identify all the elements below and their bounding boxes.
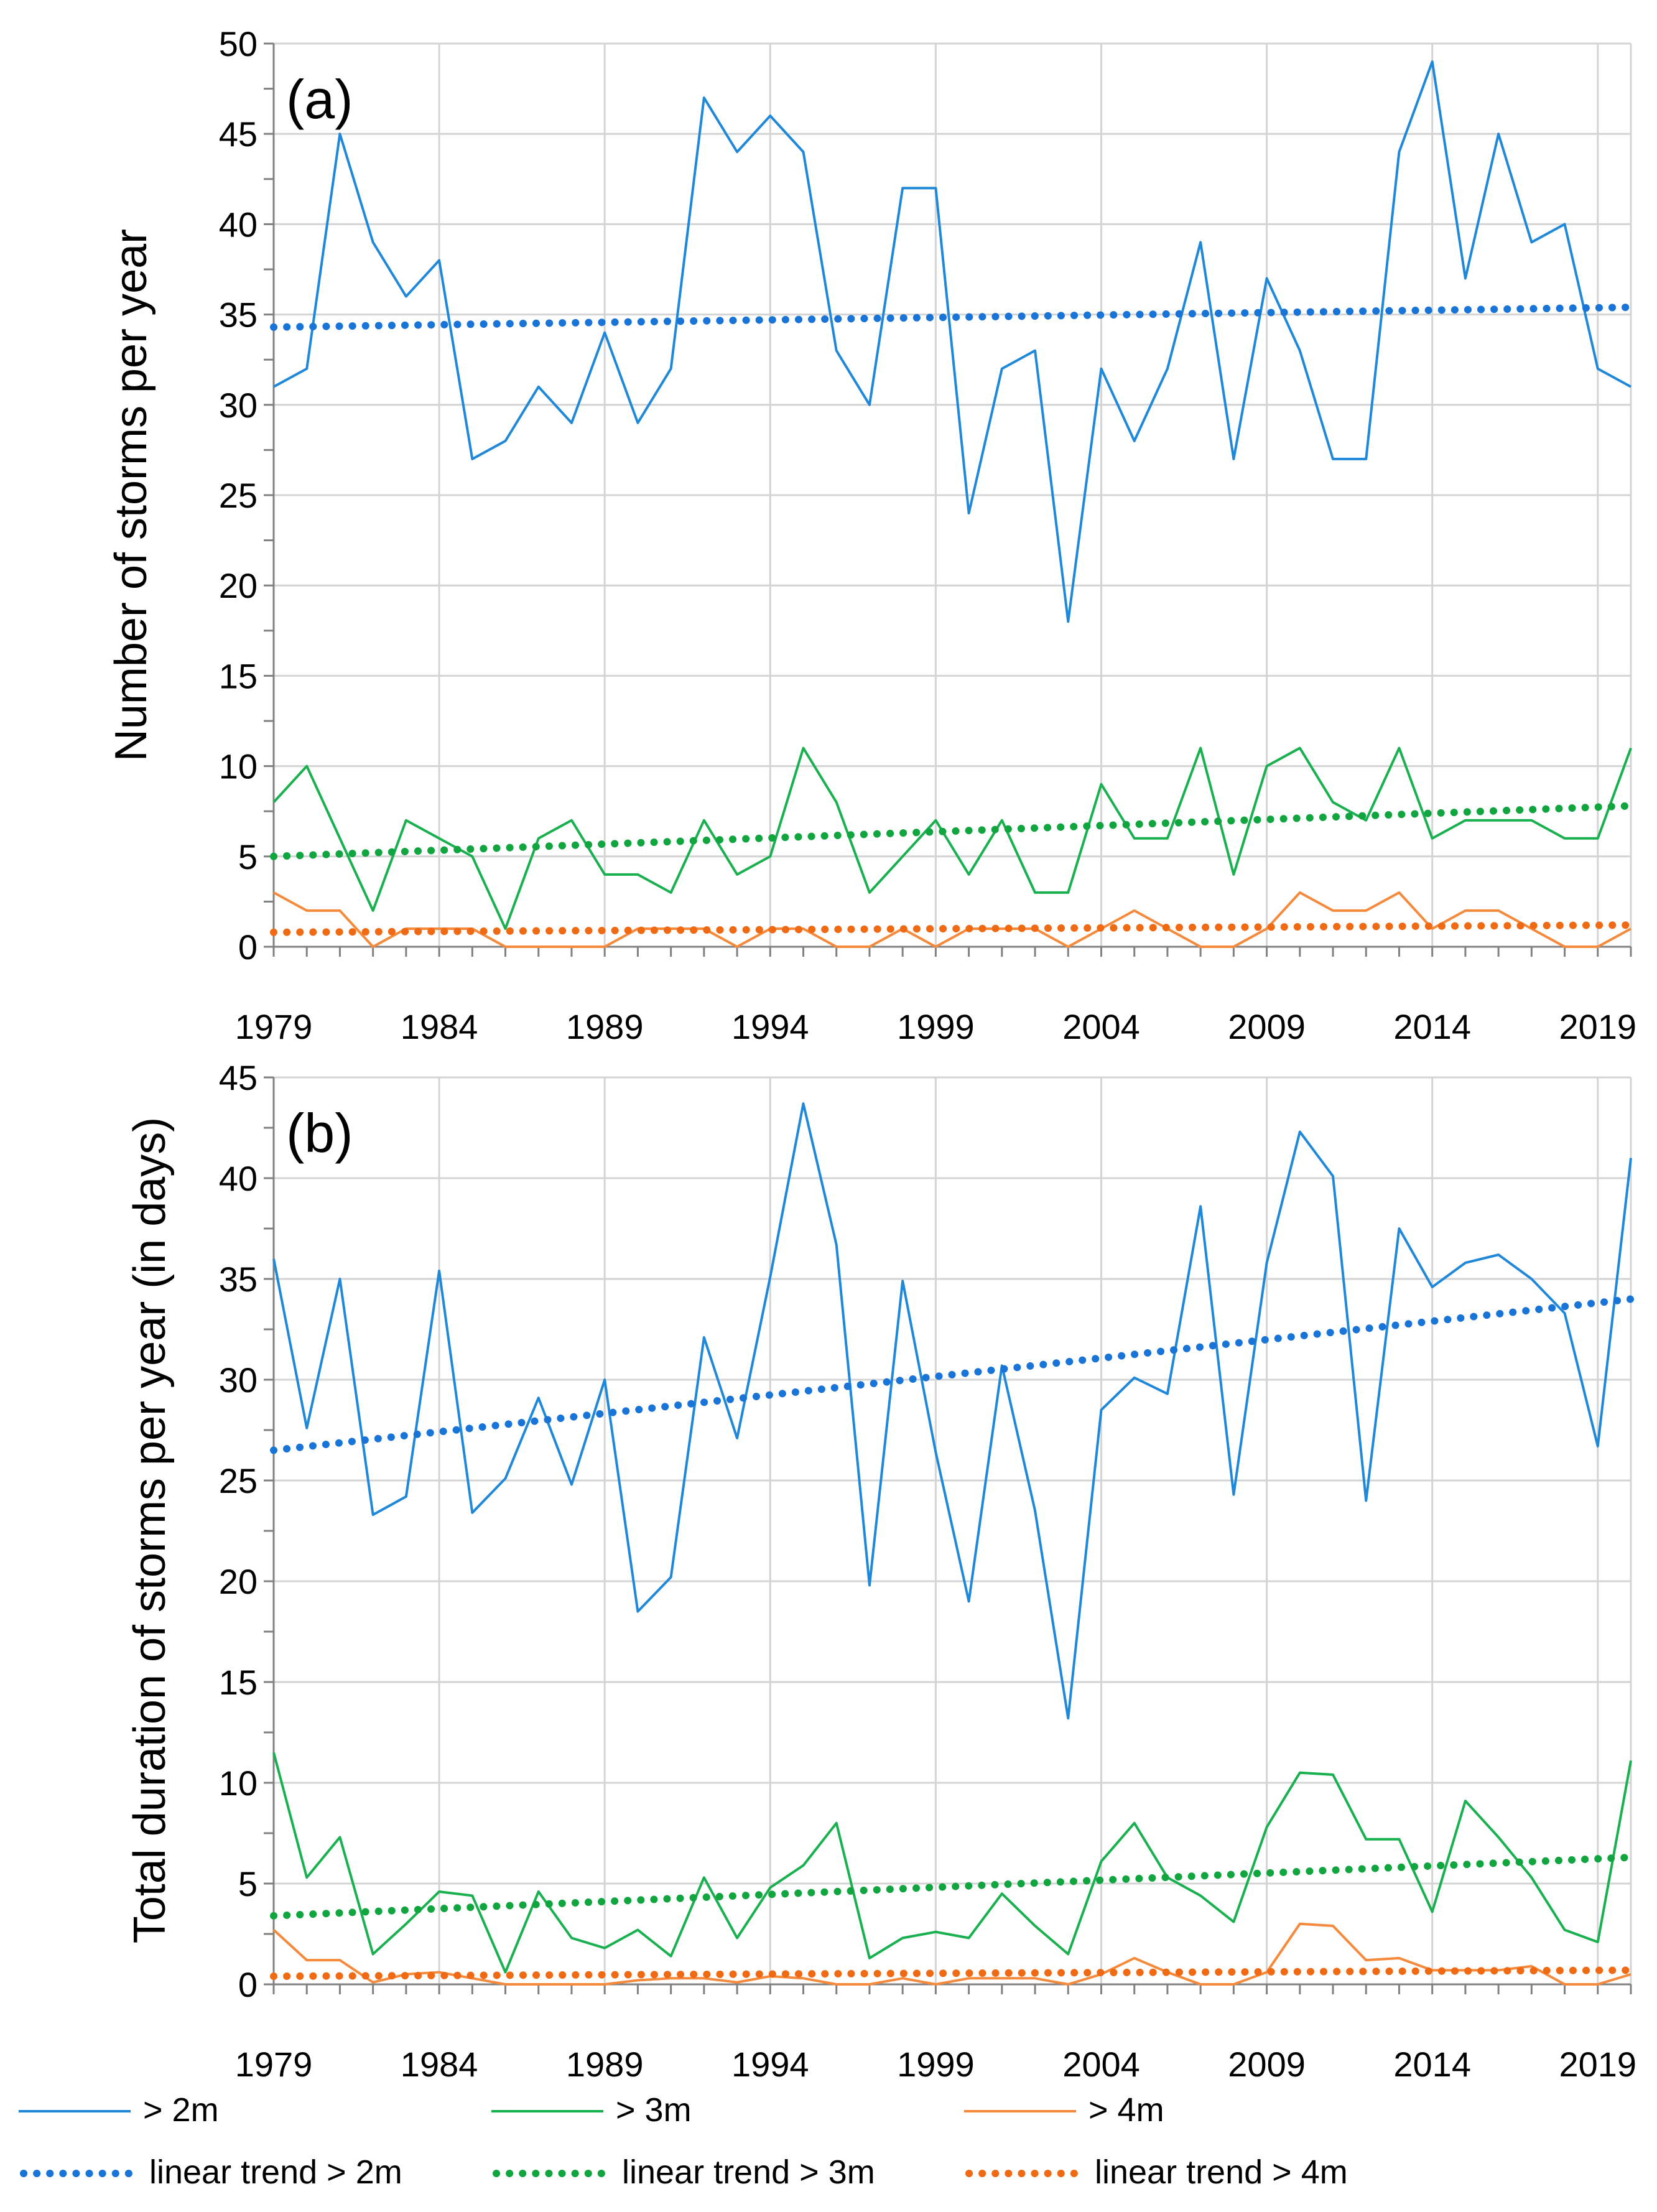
series-3m-line <box>272 1752 1632 1974</box>
panel-label: (a) <box>286 68 353 130</box>
x-tick-label: 1989 <box>566 2045 644 2084</box>
y-tick-label: 30 <box>219 386 258 425</box>
y-tick-label: 0 <box>238 927 258 967</box>
series-linear-trend-2m <box>270 303 1635 331</box>
x-tick-label: 1999 <box>897 1007 975 1046</box>
x-tick-label: 1984 <box>401 2045 478 2084</box>
y-tick-label: 0 <box>238 1965 258 2004</box>
x-tick-label: 2014 <box>1393 1007 1471 1046</box>
y-axis-title: Number of storms per year <box>106 229 156 761</box>
legend-3m-label: > 3m <box>616 2091 692 2129</box>
panel-a-storm-count-chart: 0 5 10 15 20 25 30 35 40 45 50 1979 1984 1989 1994 1999… <box>106 24 1636 1046</box>
y-tick-label: 15 <box>219 1663 258 1702</box>
x-tick-label: 1989 <box>566 1007 644 1046</box>
x-tick-label: 2009 <box>1228 2045 1306 2084</box>
x-tick-label: 2019 <box>1559 1007 1636 1046</box>
x-tick-label: 2004 <box>1062 2045 1140 2084</box>
series-4m-line <box>273 891 1631 948</box>
chart-legend: > 2m > 3m > 4m linear trend > 2m linear tren… <box>19 2091 1348 2191</box>
y-tick-label: 20 <box>219 1562 258 1601</box>
panel-label: (b) <box>286 1102 353 1164</box>
series-4m-line <box>272 1922 1631 1986</box>
y-tick-label: 10 <box>219 747 258 786</box>
y-tick-label: 15 <box>219 656 258 695</box>
legend-linear-trend-4m-label: linear trend > 4m <box>1095 2154 1348 2191</box>
series-linear-trend-3m <box>270 1853 1635 1920</box>
x-tick-label: 1979 <box>235 2045 313 2084</box>
y-axis-title: Total duration of storms per year (in da… <box>125 1117 175 1944</box>
y-tick-label: 5 <box>238 1864 258 1903</box>
y-tick-label: 35 <box>219 1260 258 1299</box>
legend-2m-label: > 2m <box>143 2091 219 2129</box>
x-tick-label: 2004 <box>1062 1007 1140 1046</box>
series-2m-line <box>273 60 1631 623</box>
y-tick-label: 20 <box>219 566 258 605</box>
x-tick-label: 1999 <box>897 2045 975 2084</box>
x-tick-label: 2019 <box>1559 2045 1636 2084</box>
y-tick-label: 25 <box>219 1461 258 1500</box>
y-tick-label: 45 <box>219 114 258 154</box>
x-tick-label: 1984 <box>401 1007 478 1046</box>
y-tick-label: 35 <box>219 295 258 335</box>
x-tick-label: 1979 <box>235 1007 313 1046</box>
y-tick-label: 45 <box>219 1058 258 1097</box>
series-3m-line <box>272 746 1632 930</box>
legend-linear-trend-2m-label: linear trend > 2m <box>149 2154 402 2191</box>
series-linear-trend-2m <box>270 1295 1635 1454</box>
y-tick-label: 5 <box>238 837 258 876</box>
x-tick-label: 2009 <box>1228 1007 1306 1046</box>
legend-4m-label: > 4m <box>1088 2091 1164 2129</box>
series-linear-trend-4m <box>270 1966 1635 1981</box>
y-tick-label: 40 <box>219 1159 258 1198</box>
y-tick-label: 25 <box>219 476 258 515</box>
x-tick-label: 1994 <box>731 1007 809 1046</box>
y-tick-label: 10 <box>219 1764 258 1803</box>
x-tick-label: 1994 <box>731 2045 809 2084</box>
y-tick-label: 40 <box>219 205 258 244</box>
x-tick-label: 2014 <box>1393 2045 1471 2084</box>
y-tick-label: 50 <box>219 24 258 63</box>
series-linear-trend-4m <box>270 921 1635 936</box>
y-tick-label: 30 <box>219 1360 258 1400</box>
series-2m-line <box>272 1102 1632 1720</box>
series-linear-trend-3m <box>270 802 1635 860</box>
panel-b-storm-duration-chart: 0 5 10 15 20 25 30 35 40 45 1979 1984 1989 1994 1999 20… <box>125 1058 1636 2084</box>
legend-linear-trend-3m-label: linear trend > 3m <box>622 2154 875 2191</box>
